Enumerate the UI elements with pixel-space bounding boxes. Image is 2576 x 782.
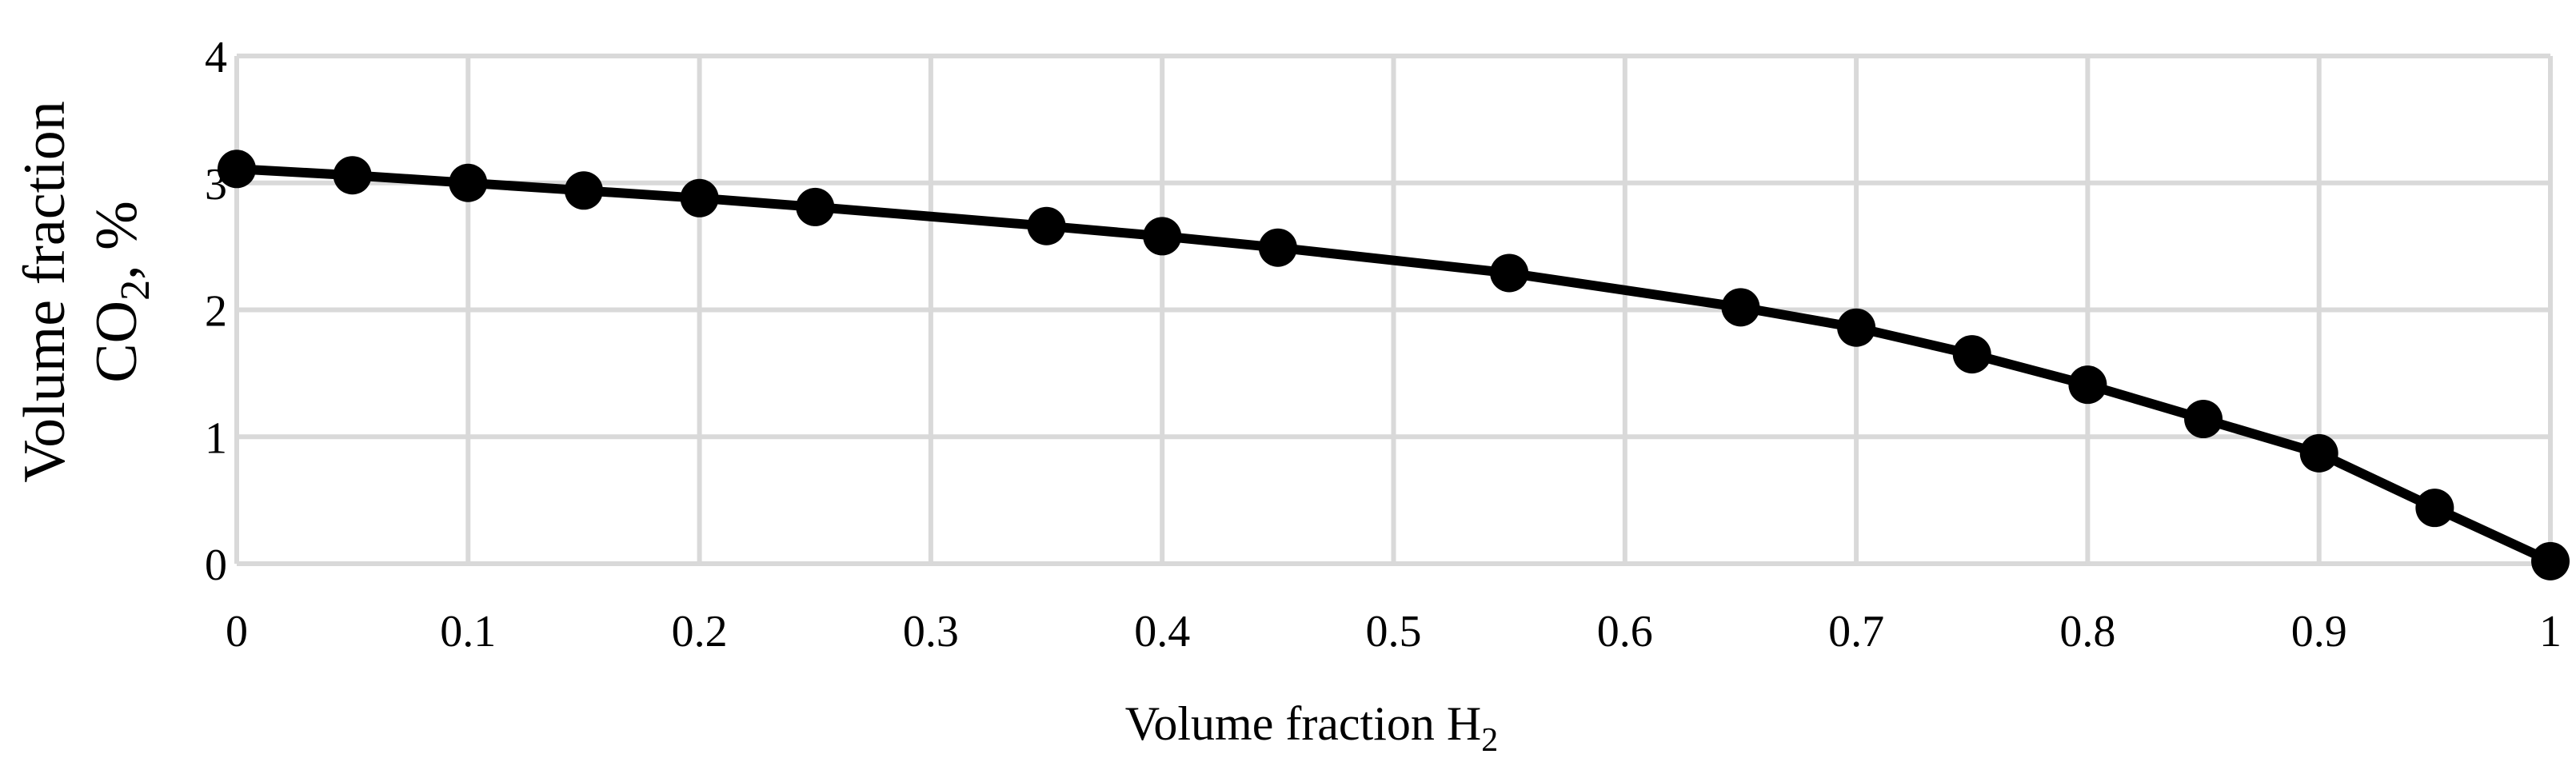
x-tick-label: 0.2: [672, 607, 728, 656]
x-tick-label: 0.3: [903, 607, 959, 656]
x-tick-label: 0.6: [1597, 607, 1653, 656]
x-tick-label: 0.8: [2059, 607, 2115, 656]
data-point: [564, 171, 603, 210]
y-tick-label: 4: [205, 33, 227, 82]
y-axis-tick-labels: 0 1 2 3 4: [205, 33, 227, 590]
x-tick-label: 0: [226, 607, 248, 656]
y-axis-title-line2: CO2, %: [84, 201, 158, 382]
data-point: [2415, 489, 2454, 528]
data-point: [1952, 335, 1991, 374]
data-point: [218, 150, 256, 189]
y-axis-title-subscript: 2: [113, 280, 158, 301]
y-axis-title-line1: Volume fraction: [12, 101, 78, 482]
series-line: [232, 164, 2555, 566]
x-axis-title-main: Volume fraction H: [1125, 697, 1481, 750]
data-point: [2184, 400, 2223, 439]
x-axis-title-subscript: 2: [1481, 722, 1498, 759]
x-tick-label: 0.1: [440, 607, 496, 656]
x-tick-label: 0.4: [1134, 607, 1190, 656]
x-axis-title: Volume fraction H2: [1125, 697, 1498, 759]
data-point: [1258, 228, 1297, 267]
x-tick-label: 0.9: [2291, 607, 2347, 656]
data-point: [1490, 253, 1529, 293]
data-point: [2531, 541, 2570, 581]
data-point: [1143, 217, 1182, 256]
data-point: [2068, 365, 2107, 405]
y-tick-label: 3: [205, 160, 227, 209]
x-tick-label: 0.5: [1366, 607, 1422, 656]
data-point: [1721, 288, 1760, 327]
grid: [234, 54, 2553, 566]
data-point: [1837, 308, 1876, 347]
y-tick-label: 2: [205, 287, 227, 337]
data-point: [796, 187, 835, 226]
y-axis-title-co: CO: [84, 301, 150, 383]
y-axis-title-unit: , %: [84, 201, 150, 280]
y-axis-title: Volume fraction CO2, %: [12, 101, 158, 482]
data-point: [1027, 206, 1066, 245]
y-tick-label: 0: [205, 541, 227, 590]
data-point: [680, 178, 719, 217]
series-layer: [218, 150, 2570, 581]
data-point: [449, 163, 488, 202]
data-point: [2299, 433, 2338, 473]
x-tick-label: 0.7: [1828, 607, 1884, 656]
x-tick-label: 1: [2539, 607, 2562, 656]
x-axis-tick-labels: 0 0.1 0.2 0.3 0.4 0.5 0.6 0.7 0.8 0.9 1: [226, 607, 2562, 656]
y-tick-label: 1: [205, 413, 227, 463]
data-point: [333, 156, 372, 195]
